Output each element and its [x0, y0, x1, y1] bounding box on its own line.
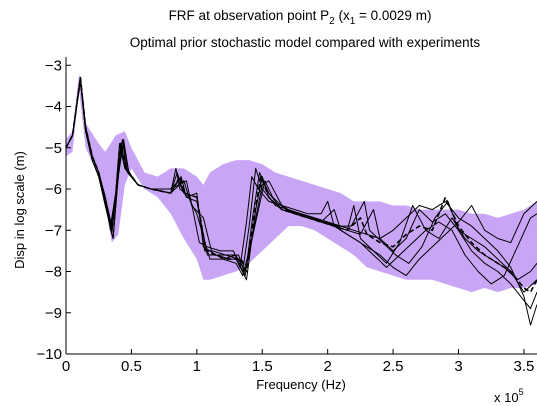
y-tick-label: −8	[45, 264, 62, 281]
title-rest-a: (x	[335, 8, 350, 23]
y-tick-label: −3	[45, 57, 62, 74]
title-subscript-p: 2	[329, 16, 335, 27]
confidence-band	[66, 73, 537, 293]
x-tick-label: 0	[62, 358, 70, 375]
y-tick-label: −5	[45, 140, 62, 157]
y-tick-label: −7	[45, 222, 62, 239]
x-tick-label: 0.5	[121, 358, 142, 375]
x-multiplier-exponent: 5	[519, 387, 524, 397]
y-tick-label: −6	[45, 181, 62, 198]
title-rest-b: = 0.0029 m)	[355, 8, 431, 23]
x-tick-label: 1	[193, 358, 201, 375]
x-multiplier-base: x 10	[494, 390, 519, 405]
x-tick-label: 3.5	[513, 358, 534, 375]
x-axis-label: Frequency (Hz)	[256, 377, 346, 392]
y-tick-label: −10	[37, 346, 62, 363]
title-line-1: FRF at observation point P2 (x1 = 0.0029…	[169, 8, 432, 27]
title-main-text: FRF at observation point P	[169, 8, 330, 23]
title-subscript-x: 1	[350, 16, 356, 27]
x-multiplier: x 105	[494, 387, 524, 405]
plot-area: 0 0.5 1 1.5 2 2.5 3 3.5 −10 −9 −8 −7 −6 −5 −4 −3	[37, 57, 537, 375]
y-axis-label: Disp in log scale (m)	[12, 151, 27, 269]
x-tick-label: 2.5	[383, 358, 404, 375]
series-line-4	[66, 77, 537, 285]
x-tick-label: 2	[323, 358, 331, 375]
series-line-dashed-6	[66, 76, 537, 293]
x-tick-label: 3	[454, 358, 462, 375]
chart-title: FRF at observation point P2 (x1 = 0.0029…	[130, 8, 481, 50]
x-tick-label: 1.5	[252, 358, 273, 375]
y-tick-label: −9	[45, 305, 62, 322]
title-line-2: Optimal prior stochastic model compared …	[130, 35, 481, 50]
y-tick-label: −4	[45, 99, 62, 116]
